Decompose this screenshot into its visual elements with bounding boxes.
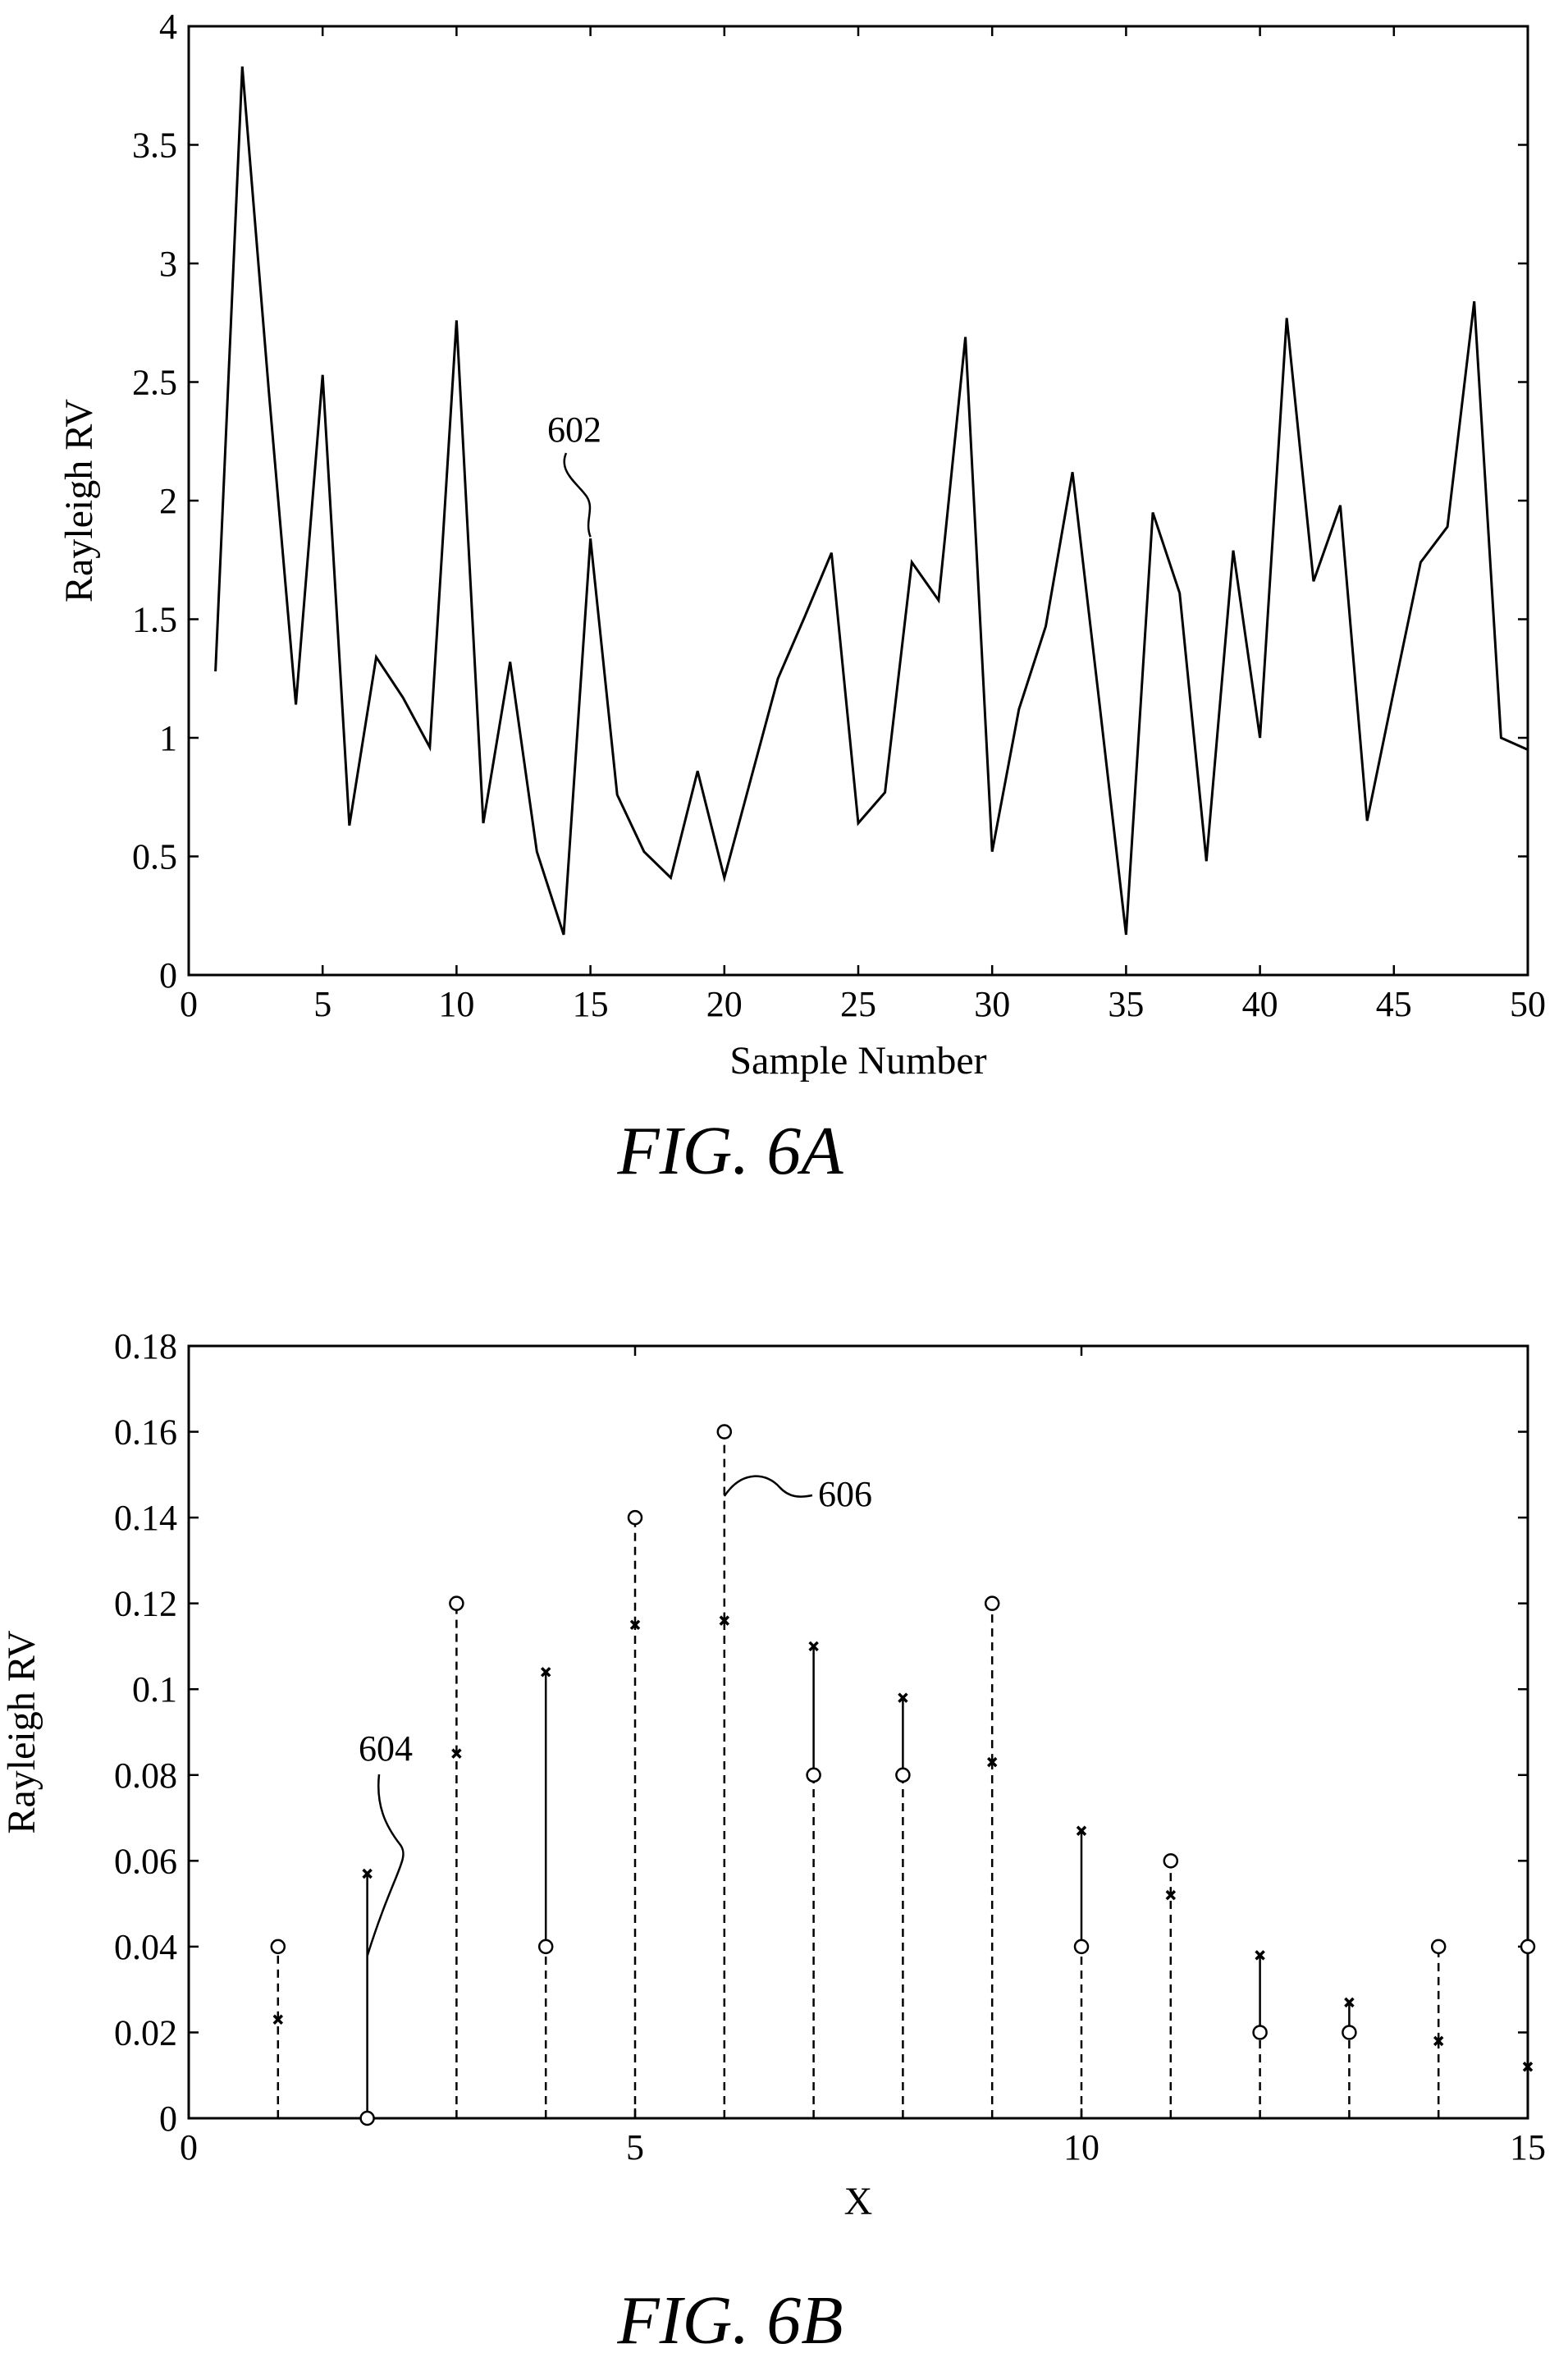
x-tick-label: 15	[573, 984, 609, 1024]
x-tick-label: 45	[1376, 984, 1412, 1024]
annotation-604-leader	[366, 1774, 405, 1957]
x-marker	[272, 2014, 284, 2025]
y-tick-label: 0	[159, 955, 177, 996]
x-tick-label: 5	[313, 984, 331, 1024]
circle-marker	[1342, 2025, 1357, 2040]
x-tick-label: 20	[706, 984, 743, 1024]
annotation-602-leader	[563, 452, 592, 538]
y-tick-label: 0.12	[114, 1584, 177, 1624]
x-tick-label: 0	[180, 2127, 198, 2167]
y-tick-label: 0.1	[132, 1669, 177, 1710]
annotation-606: 606	[818, 1474, 872, 1514]
x-tick-label: 15	[1510, 2127, 1546, 2167]
y-tick-label: 1	[159, 718, 177, 758]
x-tick-label: 25	[840, 984, 876, 1024]
circle-marker	[537, 1939, 554, 1955]
y-tick-label: 0.14	[114, 1498, 177, 1538]
x-marker	[1255, 1950, 1265, 1961]
x-marker	[808, 1641, 819, 1652]
y-tick-label: 2	[159, 481, 177, 521]
x-axis-label: Sample Number	[729, 1039, 986, 1083]
x-tick-label: 10	[438, 984, 474, 1024]
circle-marker	[627, 1509, 643, 1526]
series-line	[214, 66, 1529, 936]
y-tick-label: 0.08	[114, 1755, 177, 1796]
y-tick-label: 0	[159, 2099, 177, 2139]
y-tick-label: 3	[159, 244, 177, 284]
circle-marker	[1252, 2025, 1268, 2040]
plot-frame	[187, 25, 1529, 977]
x-marker	[1165, 1889, 1177, 1901]
circle-marker	[984, 1595, 1000, 1611]
y-tick-label: 0.04	[114, 1927, 177, 1967]
x-marker	[1076, 1825, 1087, 1836]
x-tick-label: 0	[180, 984, 198, 1024]
x-marker	[1344, 1997, 1355, 2008]
y-tick-label: 2.5	[132, 363, 177, 403]
x-marker	[986, 1756, 998, 1768]
x-marker	[1522, 2062, 1534, 2072]
circle-marker	[270, 1939, 286, 1955]
chart-fig-6b: FIG. 6B 0 5 10 15 0 0.02 0.04 0.06 0.08 0.1 0.12 0.…	[0, 1326, 1546, 2359]
x-marker	[451, 1748, 462, 1759]
y-axis-label: Rayleigh RV	[57, 399, 101, 602]
x-marker	[540, 1667, 551, 1678]
y-tick-label: 3.5	[132, 126, 177, 166]
x-tick-label: 30	[974, 984, 1010, 1024]
y-tick-label: 0.18	[114, 1326, 177, 1366]
chart-fig-6a: FIG. 6A 0 5 10 15 20 25 30 35 40 45 50 0 0.5 1 1.5 2 2.5…	[57, 7, 1546, 1189]
x-marker	[629, 1619, 641, 1631]
x-marker	[898, 1692, 908, 1703]
x-tick-label: 10	[1063, 2127, 1099, 2167]
y-tick-label: 1.5	[132, 600, 177, 640]
circle-marker	[806, 1767, 821, 1783]
y-tick-label: 0.06	[114, 1841, 177, 1881]
x-tick-label: 40	[1242, 984, 1278, 1024]
x-tick-label: 35	[1108, 984, 1144, 1024]
x-tick-label: 5	[626, 2127, 644, 2167]
annotation-606-leader	[723, 1475, 813, 1498]
fig-6a-caption: FIG. 6A	[616, 1113, 843, 1189]
circle-marker	[1163, 1853, 1179, 1869]
x-axis-label: X	[844, 2180, 873, 2223]
y-tick-label: 0.16	[114, 1412, 177, 1453]
x-marker	[362, 1868, 373, 1879]
circle-marker	[1520, 1939, 1536, 1955]
circle-marker	[895, 1767, 911, 1783]
x-marker	[1433, 2035, 1444, 2047]
plot-frame	[187, 1344, 1529, 2120]
y-tick-label: 0.02	[114, 2012, 177, 2053]
y-axis-label: Rayleigh RV	[0, 1630, 43, 1833]
circle-marker	[449, 1595, 464, 1611]
x-tick-label: 50	[1510, 984, 1546, 1024]
circle-marker	[716, 1424, 733, 1440]
circle-marker	[1430, 1939, 1447, 1955]
circle-marker	[359, 2110, 375, 2126]
y-tick-label: 4	[159, 7, 177, 47]
x-marker	[719, 1615, 730, 1626]
circle-marker	[1073, 1939, 1090, 1955]
fig-6b-caption: FIG. 6B	[616, 2282, 843, 2359]
y-tick-label: 0.5	[132, 837, 177, 877]
annotation-602: 602	[547, 410, 601, 450]
annotation-604: 604	[359, 1728, 413, 1769]
